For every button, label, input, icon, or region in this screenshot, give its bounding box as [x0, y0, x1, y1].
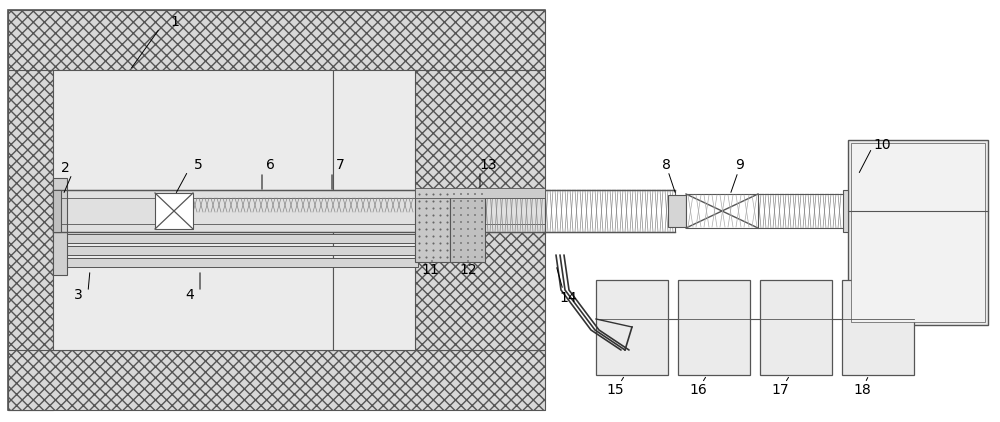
Bar	[8, 10, 545, 70]
Text: 16: 16	[689, 383, 707, 397]
Text: 11: 11	[421, 263, 439, 277]
Bar	[758, 194, 843, 228]
Bar	[415, 190, 450, 262]
Bar	[415, 188, 545, 198]
Bar	[596, 280, 668, 375]
Text: 12: 12	[459, 263, 477, 277]
Bar	[53, 178, 67, 275]
Bar	[450, 190, 485, 262]
Bar	[53, 258, 418, 267]
Bar	[848, 140, 988, 325]
Bar	[53, 234, 418, 243]
Bar	[843, 190, 848, 232]
Bar	[851, 143, 985, 322]
Bar	[53, 190, 545, 232]
Bar	[415, 70, 545, 350]
Bar	[686, 194, 758, 228]
Bar	[8, 10, 545, 410]
Text: 13: 13	[479, 158, 497, 172]
Text: 14: 14	[559, 291, 577, 305]
Bar	[8, 10, 53, 410]
Text: 3: 3	[74, 288, 82, 302]
Bar	[8, 350, 545, 410]
Bar	[678, 280, 750, 375]
Text: 17: 17	[771, 383, 789, 397]
Bar	[333, 70, 415, 350]
Text: 4: 4	[186, 288, 194, 302]
Bar	[53, 190, 61, 232]
Bar	[155, 193, 193, 229]
Bar	[193, 191, 415, 211]
Bar	[842, 280, 914, 375]
Text: 1: 1	[171, 15, 179, 29]
Text: 10: 10	[873, 138, 891, 152]
Text: 15: 15	[606, 383, 624, 397]
Bar	[53, 70, 333, 350]
Text: 5: 5	[194, 158, 202, 172]
Bar	[760, 280, 832, 375]
Bar	[53, 246, 418, 255]
Text: 6: 6	[266, 158, 274, 172]
Bar	[485, 190, 545, 232]
Bar	[545, 190, 675, 232]
Text: 18: 18	[853, 383, 871, 397]
Bar	[668, 195, 686, 227]
Text: 8: 8	[662, 158, 670, 172]
Text: 9: 9	[736, 158, 744, 172]
Text: 2: 2	[61, 161, 69, 175]
Text: 7: 7	[336, 158, 344, 172]
